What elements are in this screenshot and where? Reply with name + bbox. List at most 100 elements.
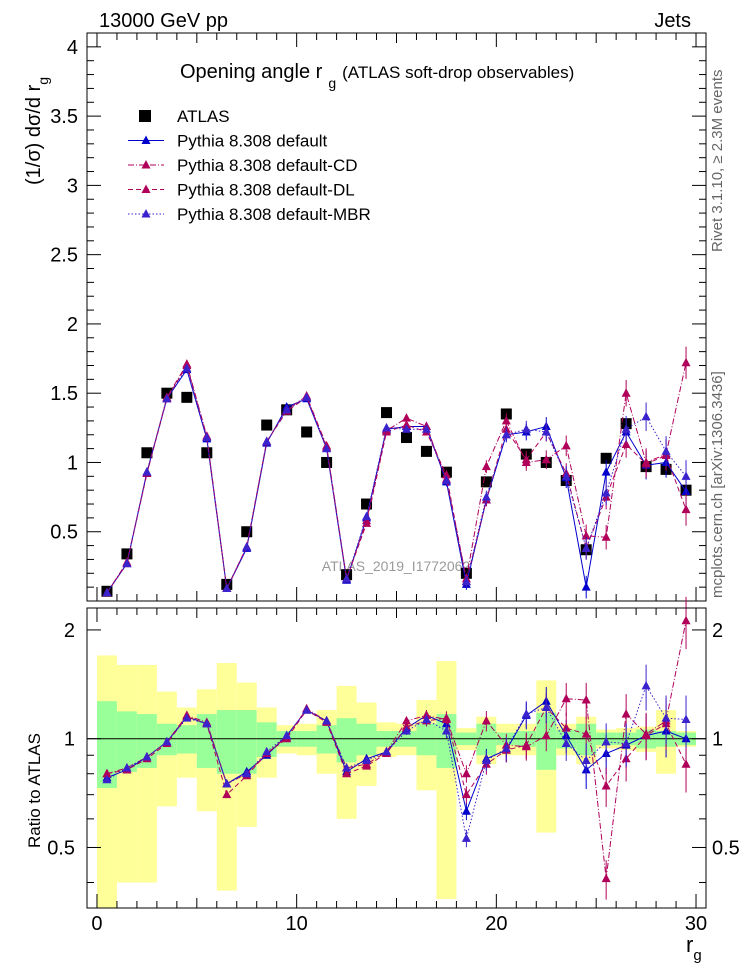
series-line	[106, 362, 687, 593]
ratio-point	[382, 746, 392, 756]
ratio-point	[222, 789, 232, 799]
legend-marker-triangle	[141, 135, 151, 144]
ratio-point	[322, 715, 332, 725]
ratio-xtick-label: 0	[91, 913, 102, 935]
ratio-point	[681, 615, 691, 625]
ratio-point	[401, 715, 411, 725]
atlas-data-point	[460, 567, 472, 579]
mc-point	[581, 582, 591, 591]
legend: ATLAS Pythia 8.308 default Pythia 8.308 de…	[128, 107, 371, 224]
ratio-xlabel: rg	[686, 932, 702, 964]
mc-point	[322, 443, 332, 453]
mc-point	[581, 530, 591, 540]
ratio-point	[342, 768, 352, 778]
stat-band	[256, 722, 277, 757]
stat-band	[196, 714, 217, 768]
ratio-point	[102, 768, 112, 778]
ratio-point	[581, 755, 591, 765]
main-ytick-label: 2.5	[50, 245, 78, 267]
legend-marker-triangle	[141, 184, 151, 193]
ratio-point	[441, 713, 451, 722]
mc-point	[661, 446, 671, 455]
mc-point	[401, 424, 411, 433]
ratio-point	[621, 709, 631, 718]
ratio-ytick-label-left: 1	[64, 729, 75, 751]
mc-point	[641, 411, 651, 421]
stat-band	[96, 701, 117, 789]
ratio-point	[561, 723, 571, 732]
main-ytick-label: 2	[67, 314, 78, 336]
legend-marker-triangle	[141, 209, 151, 218]
rivet-version-label: Rivet 3.1.10, ≥ 2.3M events	[709, 70, 726, 253]
atlas-data-point	[600, 452, 612, 464]
ratio-point	[461, 833, 471, 842]
ratio-ytick-label-left: 0.5	[47, 837, 75, 859]
mc-point	[681, 471, 691, 480]
atlas-data-point	[201, 447, 213, 459]
legend-marker-triangle	[141, 160, 151, 169]
mc-point	[481, 492, 491, 501]
ratio-line	[106, 620, 687, 879]
mc-point	[441, 469, 451, 479]
ratio-point	[282, 730, 292, 740]
stat-band	[436, 714, 457, 768]
ratio-xtick-label: 20	[485, 913, 507, 935]
atlas-data-point	[321, 456, 333, 468]
mc-point	[122, 558, 132, 568]
xlabel-main: r	[686, 932, 693, 957]
mc-point	[621, 424, 631, 433]
chart-title-tail: (ATLAS soft-drop observables)	[342, 63, 574, 82]
mc-point	[142, 467, 152, 476]
ratio-point	[541, 730, 551, 740]
ratio-point	[262, 746, 272, 756]
ratio-point	[481, 715, 491, 725]
ratio-ytick-label-right: 1	[712, 729, 723, 751]
legend-entry-label: Pythia 8.308 default-CD	[177, 156, 358, 175]
ratio-point	[641, 730, 651, 740]
mc-point	[541, 426, 551, 436]
ratio-point	[501, 743, 511, 752]
atlas-data-point	[361, 498, 373, 510]
stat-band	[416, 723, 437, 756]
ratio-point	[681, 714, 691, 724]
atlas-data-point	[420, 445, 432, 457]
atlas-data-point	[121, 548, 133, 560]
mc-point	[162, 393, 172, 403]
main-ytick-label: 3.5	[50, 106, 78, 128]
ratio-point	[182, 713, 192, 722]
series-4	[102, 363, 691, 597]
ratio-ytick-label-right: 0.5	[712, 837, 740, 859]
ratio-point	[362, 761, 372, 770]
mc-point	[561, 440, 571, 450]
mc-point	[362, 511, 372, 520]
ratio-point	[581, 729, 591, 738]
mc-point	[481, 461, 491, 471]
ratio-point	[461, 806, 471, 815]
main-ytick-label: 4	[67, 37, 78, 59]
mc-point	[581, 543, 591, 552]
ratio-xtick-label: 30	[685, 913, 707, 935]
mc-point	[342, 573, 352, 583]
syst-band	[136, 664, 157, 883]
chart-title: Opening angle r g (ATLAS soft-drop observa…	[180, 61, 574, 91]
mc-point	[262, 436, 272, 446]
ratio-ylabel: Ratio to ATLAS	[25, 733, 44, 848]
mc-point	[182, 363, 192, 372]
mc-point	[601, 532, 611, 541]
atlas-data-point	[181, 391, 193, 403]
ratio-xtick-label: 10	[286, 913, 308, 935]
energy-label: 13000 GeV pp	[99, 10, 228, 32]
mc-point	[202, 432, 212, 442]
ratio-point	[621, 738, 631, 747]
atlas-data-point	[381, 407, 393, 419]
mc-point	[441, 475, 451, 484]
stat-band	[336, 718, 357, 763]
ratio-point	[541, 702, 551, 712]
mc-point	[681, 504, 691, 514]
ratio-point	[142, 751, 152, 761]
main-ytick-label: 1.5	[50, 383, 78, 405]
mc-point	[242, 541, 252, 551]
xlabel-sub: g	[693, 947, 701, 964]
atlas-data-point	[400, 432, 412, 444]
